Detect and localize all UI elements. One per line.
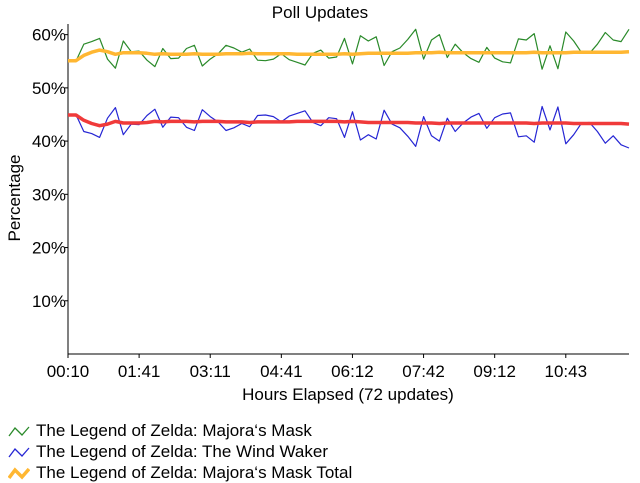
x-tick-label: 09:12 <box>473 362 516 381</box>
x-tick-label: 01:41 <box>118 362 161 381</box>
y-tick-label: 40% <box>32 132 66 151</box>
thick-line-icon <box>8 466 30 480</box>
axes: 10% 20% 30% 40% 50% 60% 00:10 01:41 03:11 04:41 06… <box>32 24 629 381</box>
series-line-majoras-mask-total <box>68 48 630 63</box>
y-tick-label: 50% <box>32 79 66 98</box>
x-axis-label: Hours Elapsed (72 updates) <box>242 385 454 404</box>
series-line-wind-waker <box>67 105 630 149</box>
y-axis-label: Percentage <box>5 155 24 242</box>
legend-swatch-majoras-mask-total <box>8 466 30 480</box>
thin-line-icon <box>8 447 30 457</box>
series-layer <box>67 28 630 149</box>
y-tick-label: 20% <box>32 239 66 258</box>
x-tick-label: 06:12 <box>331 362 374 381</box>
x-tick-label: 04:41 <box>260 362 303 381</box>
legend-item-wind-waker: The Legend of Zelda: The Wind Waker <box>8 441 352 462</box>
x-tick-label: 10:43 <box>545 362 588 381</box>
legend: The Legend of Zelda: Majora‘s Mask The L… <box>8 420 352 483</box>
y-tick-label: 60% <box>32 26 66 45</box>
x-tick-label: 00:10 <box>47 362 90 381</box>
x-tick-label: 07:42 <box>402 362 445 381</box>
legend-label-wind-waker: The Legend of Zelda: The Wind Waker <box>36 441 328 461</box>
legend-swatch-majoras-mask <box>8 426 30 436</box>
series-line-wind-waker-total <box>68 113 630 128</box>
legend-label-majoras-mask: The Legend of Zelda: Majora‘s Mask <box>36 420 312 440</box>
legend-item-majoras-mask: The Legend of Zelda: Majora‘s Mask <box>8 420 352 441</box>
legend-item-majoras-mask-total: The Legend of Zelda: Majora‘s Mask Total <box>8 462 352 483</box>
y-tick-label: 10% <box>32 292 66 311</box>
legend-swatch-wind-waker <box>8 447 30 457</box>
legend-label-majoras-mask-total: The Legend of Zelda: Majora‘s Mask Total <box>36 462 353 482</box>
y-tick-label: 30% <box>32 185 66 204</box>
series-line-majoras-mask <box>67 28 630 70</box>
chart-title: Poll Updates <box>272 3 368 22</box>
thin-line-icon <box>8 426 30 436</box>
x-tick-label: 03:11 <box>190 362 231 381</box>
